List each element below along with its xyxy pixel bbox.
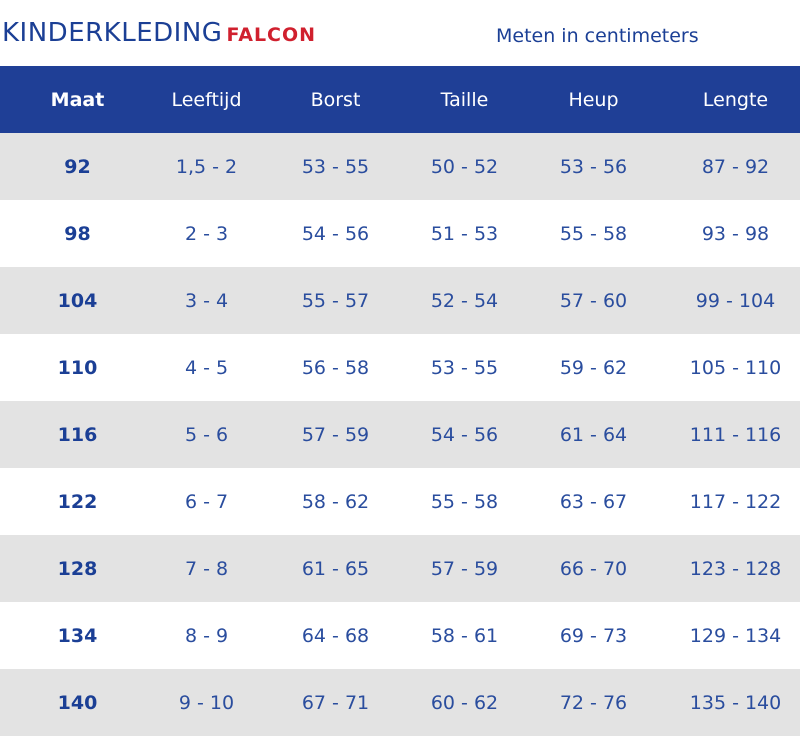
cell-borst: 57 - 59 [301, 423, 370, 446]
brand-title: KINDERKLEDING FALCON [2, 18, 316, 48]
column-header-maat: Maat [50, 88, 105, 111]
cell-taille: 52 - 54 [430, 289, 499, 312]
cell-borst: 67 - 71 [301, 691, 370, 714]
cell-maat: 116 [57, 423, 98, 446]
cell-heup: 61 - 64 [559, 423, 628, 446]
table-row: 140 9 - 10 67 - 71 60 - 62 72 - 76 135 -… [0, 669, 800, 736]
table-row: 116 5 - 6 57 - 59 54 - 56 61 - 64 111 - … [0, 401, 800, 468]
table-row: 128 7 - 8 61 - 65 57 - 59 66 - 70 123 - … [0, 535, 800, 602]
column-header-borst: Borst [310, 88, 361, 111]
cell-taille: 53 - 55 [430, 356, 499, 379]
cell-lengte: 123 - 128 [689, 557, 782, 580]
column-header-leeftijd: Leeftijd [171, 88, 242, 111]
column-header-heup: Heup [568, 88, 619, 111]
cell-lengte: 129 - 134 [689, 624, 782, 647]
cell-borst: 64 - 68 [301, 624, 370, 647]
cell-borst: 58 - 62 [301, 490, 370, 513]
cell-heup: 53 - 56 [559, 155, 628, 178]
table-row: 110 4 - 5 56 - 58 53 - 55 59 - 62 105 - … [0, 334, 800, 401]
cell-borst: 54 - 56 [301, 222, 370, 245]
cell-leeftijd: 1,5 - 2 [175, 155, 238, 178]
cell-leeftijd: 4 - 5 [184, 356, 229, 379]
cell-heup: 63 - 67 [559, 490, 628, 513]
cell-heup: 59 - 62 [559, 356, 628, 379]
cell-heup: 69 - 73 [559, 624, 628, 647]
cell-lengte: 99 - 104 [695, 289, 776, 312]
table-row: 122 6 - 7 58 - 62 55 - 58 63 - 67 117 - … [0, 468, 800, 535]
cell-heup: 66 - 70 [559, 557, 628, 580]
table-body: 92 1,5 - 2 53 - 55 50 - 52 53 - 56 87 - … [0, 133, 800, 736]
column-header-lengte: Lengte [702, 88, 769, 111]
cell-borst: 56 - 58 [301, 356, 370, 379]
cell-taille: 54 - 56 [430, 423, 499, 446]
brand-main-text: KINDERKLEDING [2, 18, 223, 48]
cell-maat: 140 [57, 691, 98, 714]
table-row: 104 3 - 4 55 - 57 52 - 54 57 - 60 99 - 1… [0, 267, 800, 334]
title-bar: KINDERKLEDING FALCON Meten in centimeters [0, 0, 800, 66]
cell-borst: 55 - 57 [301, 289, 370, 312]
cell-leeftijd: 9 - 10 [178, 691, 235, 714]
cell-heup: 57 - 60 [559, 289, 628, 312]
table-row: 92 1,5 - 2 53 - 55 50 - 52 53 - 56 87 - … [0, 133, 800, 200]
cell-lengte: 111 - 116 [689, 423, 782, 446]
cell-borst: 53 - 55 [301, 155, 370, 178]
cell-leeftijd: 6 - 7 [184, 490, 229, 513]
cell-taille: 57 - 59 [430, 557, 499, 580]
cell-maat: 128 [57, 557, 98, 580]
cell-leeftijd: 3 - 4 [184, 289, 229, 312]
cell-taille: 51 - 53 [430, 222, 499, 245]
brand-sub-text: FALCON [226, 24, 317, 46]
cell-leeftijd: 8 - 9 [184, 624, 229, 647]
cell-taille: 58 - 61 [430, 624, 499, 647]
size-chart-table: Maat Leeftijd Borst Taille Heup Lengte 9… [0, 66, 800, 736]
cell-maat: 98 [64, 222, 91, 245]
table-row: 134 8 - 9 64 - 68 58 - 61 69 - 73 129 - … [0, 602, 800, 669]
cell-lengte: 87 - 92 [701, 155, 770, 178]
units-note: Meten in centimeters [496, 25, 699, 47]
cell-leeftijd: 5 - 6 [184, 423, 229, 446]
cell-leeftijd: 2 - 3 [184, 222, 229, 245]
cell-maat: 104 [57, 289, 98, 312]
cell-lengte: 105 - 110 [689, 356, 782, 379]
cell-lengte: 117 - 122 [689, 490, 782, 513]
cell-leeftijd: 7 - 8 [184, 557, 229, 580]
cell-maat: 122 [57, 490, 98, 513]
cell-heup: 55 - 58 [559, 222, 628, 245]
cell-lengte: 93 - 98 [701, 222, 770, 245]
cell-taille: 60 - 62 [430, 691, 499, 714]
table-row: 98 2 - 3 54 - 56 51 - 53 55 - 58 93 - 98 [0, 200, 800, 267]
cell-taille: 50 - 52 [430, 155, 499, 178]
cell-borst: 61 - 65 [301, 557, 370, 580]
cell-maat: 92 [64, 155, 91, 178]
column-header-taille: Taille [440, 88, 489, 111]
cell-taille: 55 - 58 [430, 490, 499, 513]
table-header-row: Maat Leeftijd Borst Taille Heup Lengte [0, 66, 800, 133]
cell-maat: 134 [57, 624, 98, 647]
cell-maat: 110 [57, 356, 98, 379]
cell-lengte: 135 - 140 [689, 691, 782, 714]
cell-heup: 72 - 76 [559, 691, 628, 714]
